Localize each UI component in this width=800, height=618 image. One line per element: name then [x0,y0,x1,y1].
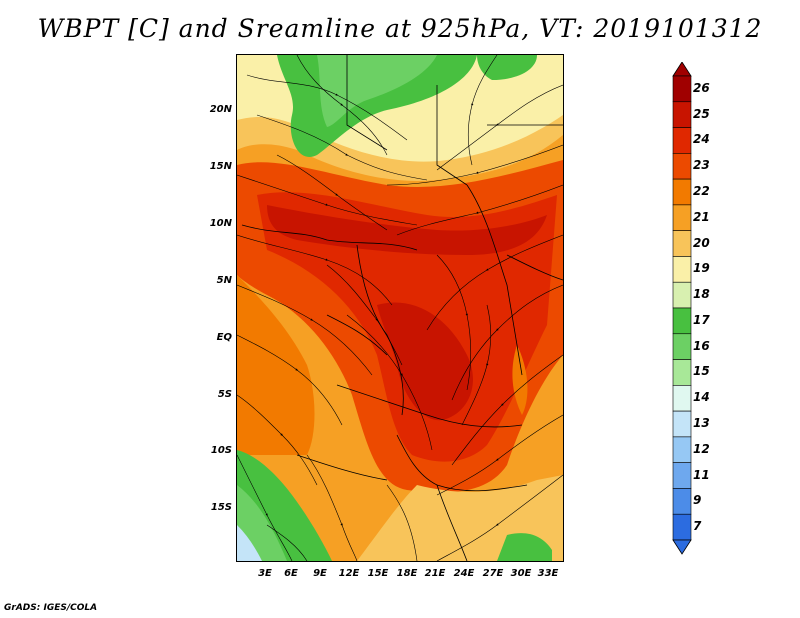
country-borders [241,55,563,561]
colorbar-label: 26 [693,80,710,95]
credit-text: GrADS: IGES/COLA [4,603,98,613]
colorbar-segment [672,359,692,386]
wbpt-band-13-sw [237,525,262,561]
colorbar-segment [672,127,692,154]
y-tick-label: 10S [210,445,232,456]
colorbar-label: 12 [693,441,710,456]
colorbar-segment [672,178,692,206]
wbpt-band-25-central [377,302,473,421]
colorbar-label: 23 [693,158,710,173]
colorbar-label: 9 [693,493,702,508]
wbpt-band-25-north [267,205,547,255]
colorbar-label: 20 [693,235,710,250]
colorbar-label: 22 [693,184,710,198]
colorbar-segment [672,204,692,231]
wbpt-band-17-se [497,533,552,561]
colorbar-segment [672,101,692,128]
colorbar-label: 17 [693,312,710,327]
y-tick-label: 15S [210,502,232,513]
colorbar-label: 21 [693,209,710,224]
x-tick-label: 33E [537,568,559,579]
y-tick-label: 20N [209,104,232,115]
colorbar-label: 19 [693,261,710,276]
colorbar-segment [672,333,692,360]
x-tick-label: 9E [313,568,327,579]
y-tick-label: 15N [209,161,232,172]
colorbar-segment [672,462,692,489]
colorbar-label: 14 [693,390,710,405]
x-tick-label: 15E [367,568,389,579]
colorbar [672,62,692,555]
colorbar-segment [672,436,692,463]
x-tick-label: 12E [338,568,360,579]
colorbar-label: 15 [693,364,710,379]
colorbar-segment [672,513,692,541]
colorbar-segment [672,385,692,412]
colorbar-segment [672,75,692,103]
colorbar-label: 16 [693,338,710,353]
colorbar-top-arrow [672,62,692,77]
colorbar-segment [672,230,692,257]
colorbar-label: 7 [693,519,702,534]
x-tick-label: 6E [284,568,298,579]
colorbar-label: 11 [693,467,710,482]
x-tick-label: 27E [482,568,504,579]
wbpt-lake-region [512,345,528,415]
colorbar-segment [672,256,692,283]
y-tick-label: 10N [209,218,232,229]
x-tick-label: 30E [510,568,532,579]
x-tick-label: 21E [424,568,446,579]
y-tick-label: 5S [217,389,232,400]
colorbar-segment [672,488,692,515]
colorbar-segment [672,281,692,309]
y-tick-label: 5N [216,275,232,286]
x-tick-label: 18E [396,568,418,579]
colorbar-label: 25 [693,106,710,121]
x-tick-label: 3E [258,568,272,579]
map-title: WBPT [C] and Sreamline at 925hPa, VT: 20… [37,14,763,43]
y-tick-label: EQ [216,332,232,343]
wbpt-band-22-west [237,275,315,455]
colorbar-segment [672,410,692,438]
wbpt-streamline-map [237,55,563,561]
colorbar-bottom-arrow [672,539,692,555]
streamlines [237,55,563,561]
colorbar-segment [672,307,692,335]
wbpt-band-17-ne [477,55,537,80]
map-panel [236,54,564,562]
colorbar-label: 24 [693,132,710,147]
colorbar-label: 13 [693,416,710,430]
colorbar-segment [672,153,692,180]
x-tick-label: 24E [453,568,475,579]
colorbar-label: 18 [693,287,710,302]
